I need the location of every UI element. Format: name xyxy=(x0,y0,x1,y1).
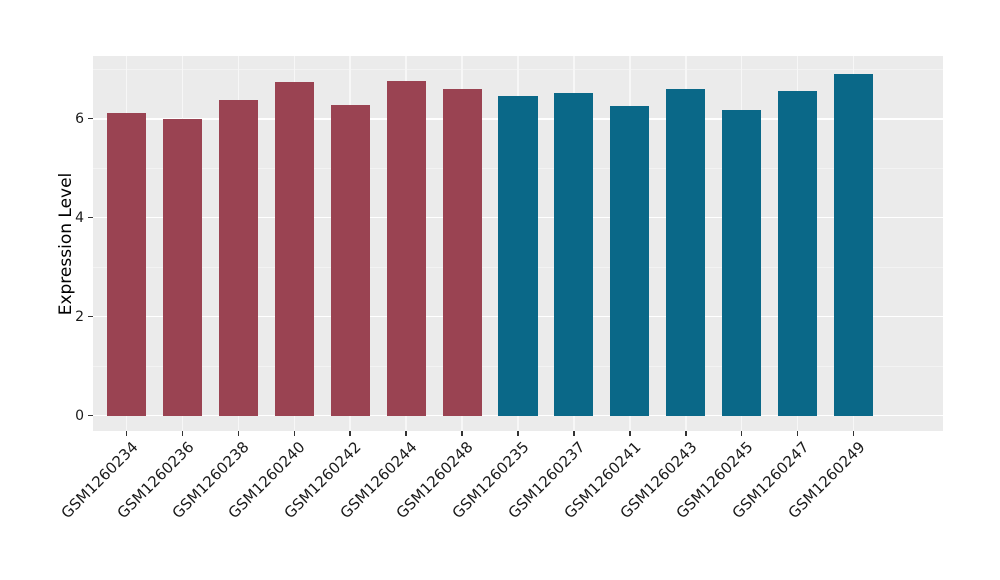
x-tick-mark xyxy=(629,431,631,436)
bar-GSM1260245 xyxy=(722,110,762,416)
y-tick-mark xyxy=(88,414,93,417)
x-tick-mark xyxy=(573,431,575,436)
bar-GSM1260235 xyxy=(498,95,538,416)
x-tick-mark xyxy=(517,431,519,436)
x-tick-mark xyxy=(852,431,855,436)
y-tick-label: 6 xyxy=(75,110,84,127)
y-axis-title: Expression Level xyxy=(56,172,76,316)
x-tick-mark xyxy=(125,431,128,436)
x-tick-mark xyxy=(740,431,743,436)
bar-GSM1260249 xyxy=(833,73,874,416)
plot-panel xyxy=(93,56,943,431)
y-tick-label: 2 xyxy=(75,308,84,325)
x-tick-mark xyxy=(349,431,351,436)
bar-GSM1260240 xyxy=(274,82,314,416)
bar-GSM1260242 xyxy=(330,105,370,416)
y-tick-mark xyxy=(88,117,93,120)
bar-GSM1260236 xyxy=(162,118,203,416)
x-tick-mark xyxy=(796,431,799,436)
x-tick-mark xyxy=(405,431,407,436)
y-tick-mark xyxy=(88,315,93,318)
x-tick-mark xyxy=(181,431,184,436)
bar-GSM1260234 xyxy=(106,113,147,416)
bar-GSM1260244 xyxy=(386,80,426,416)
bar-GSM1260243 xyxy=(666,88,706,416)
y-tick-label: 4 xyxy=(75,209,84,226)
x-tick-mark xyxy=(237,431,240,436)
x-tick-mark xyxy=(293,431,296,436)
bar-GSM1260237 xyxy=(554,92,594,416)
bar-GSM1260247 xyxy=(778,90,818,416)
bar-GSM1260238 xyxy=(218,100,258,416)
y-tick-mark xyxy=(88,216,93,219)
x-tick-mark xyxy=(461,431,463,436)
y-tick-label: 0 xyxy=(75,407,84,424)
bar-GSM1260241 xyxy=(610,105,650,416)
bar-GSM1260248 xyxy=(442,88,482,416)
x-tick-mark xyxy=(685,431,687,436)
